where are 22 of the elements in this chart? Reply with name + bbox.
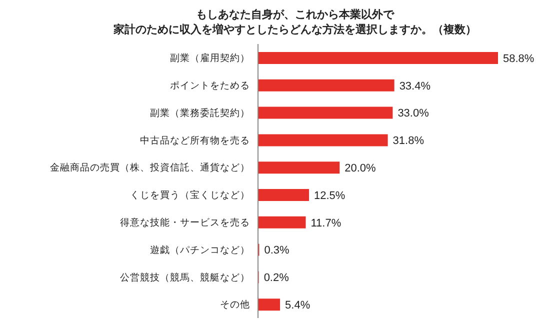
data-label: 12.5% (314, 190, 346, 202)
y-tick-label: その他 (220, 298, 250, 311)
y-tick-label: 公営競技（競馬、競艇など） (120, 271, 250, 284)
data-label: 31.8% (392, 135, 424, 148)
data-label: 33.4% (399, 80, 431, 92)
data-label: 33.0% (398, 108, 430, 120)
data-label: 0.2% (264, 272, 290, 284)
data-label: 20.0% (344, 162, 376, 175)
chart-subtitle: 家計のために収入を増やすとしたらどんな方法を選択しますか。（複数） (112, 23, 478, 38)
y-tick-label: ポイントをためる (170, 80, 250, 92)
y-tick-label: 遊戯（パチンコなど） (150, 244, 250, 256)
data-label: 58.8% (503, 52, 534, 65)
y-tick-label: 得意な技能・サービスを売る (120, 216, 250, 228)
data-label: 0.3% (264, 244, 290, 257)
y-tick-label: 副業（雇用契約） (170, 52, 250, 64)
y-tick-label: くじを買う（宝くじなど） (130, 189, 250, 202)
chart-title: もしあなた自身が、これから本業以外で (195, 8, 396, 23)
y-tick-label: 副業（業務委託契約） (150, 106, 250, 119)
y-tick-label: 金融商品の売買（株、投資信託、通貨など） (50, 162, 250, 174)
data-label: 5.4% (285, 300, 310, 312)
y-tick-label: 中古品など所有物を売る (140, 134, 250, 146)
data-label: 11.7% (310, 217, 342, 230)
